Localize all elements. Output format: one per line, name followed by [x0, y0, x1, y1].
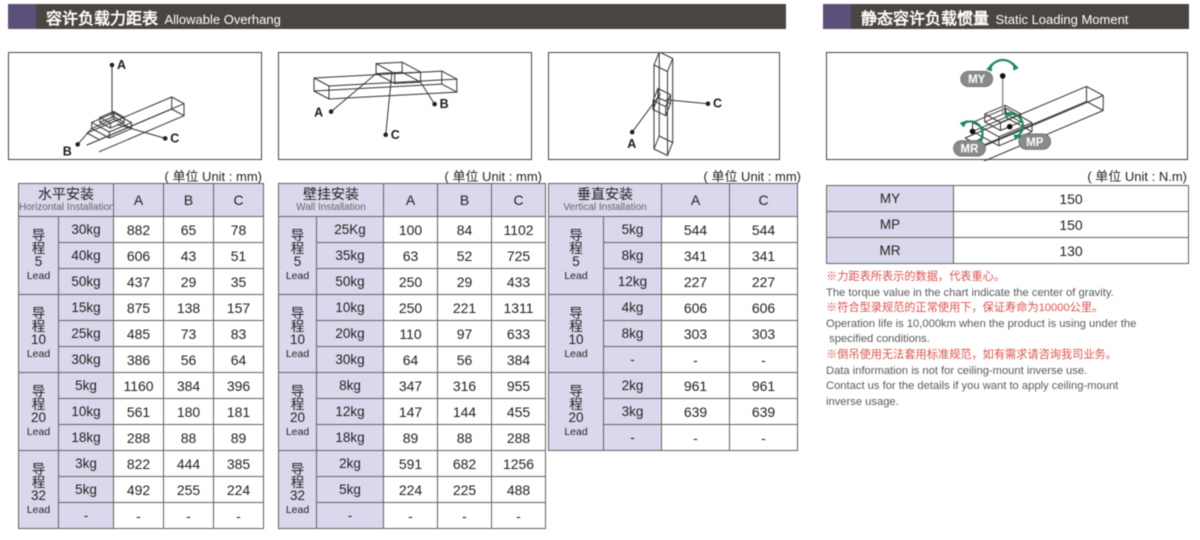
svg-text:B: B: [440, 97, 449, 111]
svg-text:C: C: [170, 131, 179, 145]
svg-text:C: C: [391, 128, 400, 142]
svg-text:MY: MY: [968, 74, 986, 86]
svg-text:A: A: [117, 58, 126, 72]
svg-text:B: B: [63, 144, 72, 158]
svg-text:MP: MP: [1026, 137, 1044, 149]
svg-text:A: A: [314, 106, 323, 120]
svg-text:C: C: [713, 97, 722, 111]
svg-text:MR: MR: [961, 144, 980, 156]
svg-text:A: A: [627, 137, 636, 151]
